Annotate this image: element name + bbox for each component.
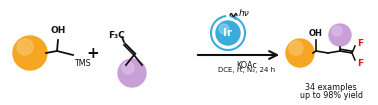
Text: F: F xyxy=(357,58,363,68)
Circle shape xyxy=(122,62,134,74)
Circle shape xyxy=(286,39,314,67)
Circle shape xyxy=(289,41,303,55)
Text: F₃C: F₃C xyxy=(108,30,125,39)
Text: F: F xyxy=(357,39,363,47)
Text: KOAc: KOAc xyxy=(236,61,257,70)
Circle shape xyxy=(219,24,229,34)
Circle shape xyxy=(216,21,240,45)
Text: DCE, rt, N₂, 24 h: DCE, rt, N₂, 24 h xyxy=(218,67,275,73)
Text: +: + xyxy=(87,45,99,60)
Text: up to 98% yield: up to 98% yield xyxy=(299,91,363,100)
Text: hν: hν xyxy=(239,9,250,18)
Circle shape xyxy=(17,39,33,55)
Circle shape xyxy=(13,36,47,70)
Text: 34 examples: 34 examples xyxy=(305,83,357,91)
Text: OH: OH xyxy=(50,26,66,35)
Circle shape xyxy=(329,24,351,46)
Circle shape xyxy=(118,59,146,87)
Circle shape xyxy=(332,26,342,36)
Text: OH: OH xyxy=(309,29,323,38)
Text: TMS: TMS xyxy=(74,59,91,68)
Text: Ir: Ir xyxy=(223,28,232,38)
